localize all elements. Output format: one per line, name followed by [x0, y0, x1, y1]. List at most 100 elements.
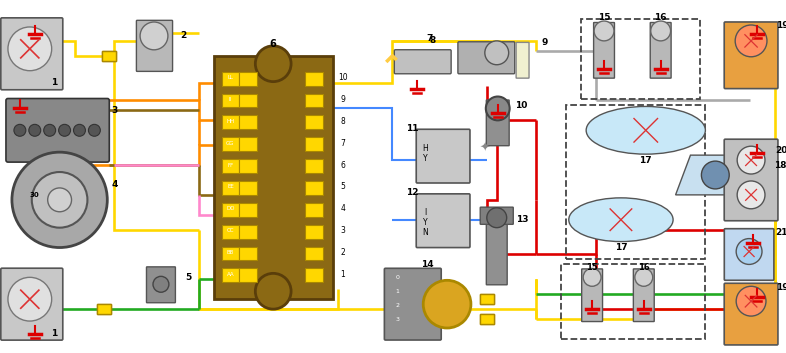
FancyBboxPatch shape: [724, 22, 778, 89]
Circle shape: [255, 273, 291, 309]
Text: 2: 2: [395, 303, 399, 308]
Text: 3: 3: [340, 226, 345, 235]
Bar: [240, 181, 257, 195]
Bar: [240, 225, 257, 239]
Text: 3: 3: [395, 317, 399, 322]
Text: 4: 4: [340, 204, 345, 213]
Bar: [581, 19, 700, 98]
Bar: [222, 181, 240, 195]
Bar: [240, 268, 257, 282]
Ellipse shape: [586, 107, 705, 154]
Bar: [561, 264, 705, 339]
Circle shape: [583, 268, 601, 286]
FancyBboxPatch shape: [137, 20, 173, 71]
Bar: [240, 246, 257, 261]
Bar: [240, 159, 257, 173]
Text: 19: 19: [776, 283, 786, 292]
Text: HH: HH: [226, 119, 234, 124]
Circle shape: [44, 124, 56, 136]
Circle shape: [737, 146, 765, 174]
Text: FF: FF: [227, 163, 233, 168]
Text: 11: 11: [406, 124, 419, 133]
Text: 6: 6: [270, 39, 277, 49]
Text: 9: 9: [340, 95, 345, 104]
Text: 17: 17: [640, 156, 652, 164]
Bar: [240, 137, 257, 151]
Text: 2: 2: [340, 248, 345, 257]
Circle shape: [735, 25, 767, 57]
Circle shape: [74, 124, 86, 136]
Text: 1: 1: [340, 270, 345, 279]
Text: 17: 17: [615, 243, 627, 252]
Text: II: II: [229, 97, 232, 102]
Bar: [222, 115, 240, 129]
Bar: [566, 106, 705, 259]
FancyBboxPatch shape: [593, 23, 615, 78]
Circle shape: [88, 124, 101, 136]
Text: CC: CC: [226, 228, 234, 233]
Circle shape: [594, 21, 614, 41]
Bar: [480, 314, 494, 324]
Text: I: I: [424, 208, 426, 217]
Text: 14: 14: [421, 260, 434, 269]
Text: GG: GG: [226, 141, 235, 146]
FancyBboxPatch shape: [395, 50, 451, 74]
Text: 0: 0: [395, 275, 399, 280]
Circle shape: [29, 124, 41, 136]
Circle shape: [701, 161, 729, 189]
Circle shape: [8, 27, 52, 71]
Bar: [305, 72, 323, 85]
FancyBboxPatch shape: [724, 229, 774, 280]
Circle shape: [485, 41, 509, 65]
Bar: [222, 159, 240, 173]
FancyBboxPatch shape: [458, 42, 515, 74]
Text: EE: EE: [227, 184, 234, 190]
FancyBboxPatch shape: [417, 194, 470, 247]
Circle shape: [486, 96, 509, 120]
Text: AA: AA: [226, 272, 234, 277]
Circle shape: [31, 172, 87, 228]
Circle shape: [59, 124, 71, 136]
Circle shape: [635, 268, 652, 286]
Bar: [222, 72, 240, 85]
Text: 1: 1: [52, 329, 57, 339]
Bar: [305, 137, 323, 151]
Text: 12: 12: [406, 189, 419, 197]
Text: 1: 1: [52, 78, 57, 87]
Circle shape: [12, 152, 108, 247]
Bar: [240, 203, 257, 217]
Circle shape: [8, 277, 52, 321]
Text: 4: 4: [111, 180, 117, 190]
Bar: [97, 304, 112, 314]
Text: DD: DD: [226, 206, 235, 211]
Bar: [222, 94, 240, 107]
FancyBboxPatch shape: [487, 100, 509, 146]
Bar: [480, 294, 494, 304]
Bar: [102, 51, 116, 61]
FancyBboxPatch shape: [480, 207, 513, 224]
Circle shape: [423, 280, 471, 328]
Bar: [240, 115, 257, 129]
Bar: [240, 72, 257, 85]
Circle shape: [736, 239, 762, 264]
Text: 9: 9: [542, 38, 548, 47]
Bar: [305, 159, 323, 173]
Text: 20: 20: [776, 146, 786, 155]
Text: 6: 6: [340, 161, 345, 169]
Text: 19: 19: [776, 22, 786, 30]
Text: 30: 30: [30, 192, 39, 198]
Text: BB: BB: [227, 250, 234, 255]
Circle shape: [737, 181, 765, 209]
Text: ✦: ✦: [479, 142, 490, 155]
Polygon shape: [676, 155, 770, 195]
FancyBboxPatch shape: [724, 139, 778, 221]
FancyBboxPatch shape: [384, 268, 441, 340]
Text: 1: 1: [395, 289, 399, 294]
Text: 13: 13: [516, 215, 529, 224]
Bar: [222, 268, 240, 282]
Bar: [305, 268, 323, 282]
Text: N: N: [422, 228, 428, 237]
FancyBboxPatch shape: [1, 268, 63, 340]
Text: 7: 7: [426, 34, 432, 43]
Bar: [222, 203, 240, 217]
